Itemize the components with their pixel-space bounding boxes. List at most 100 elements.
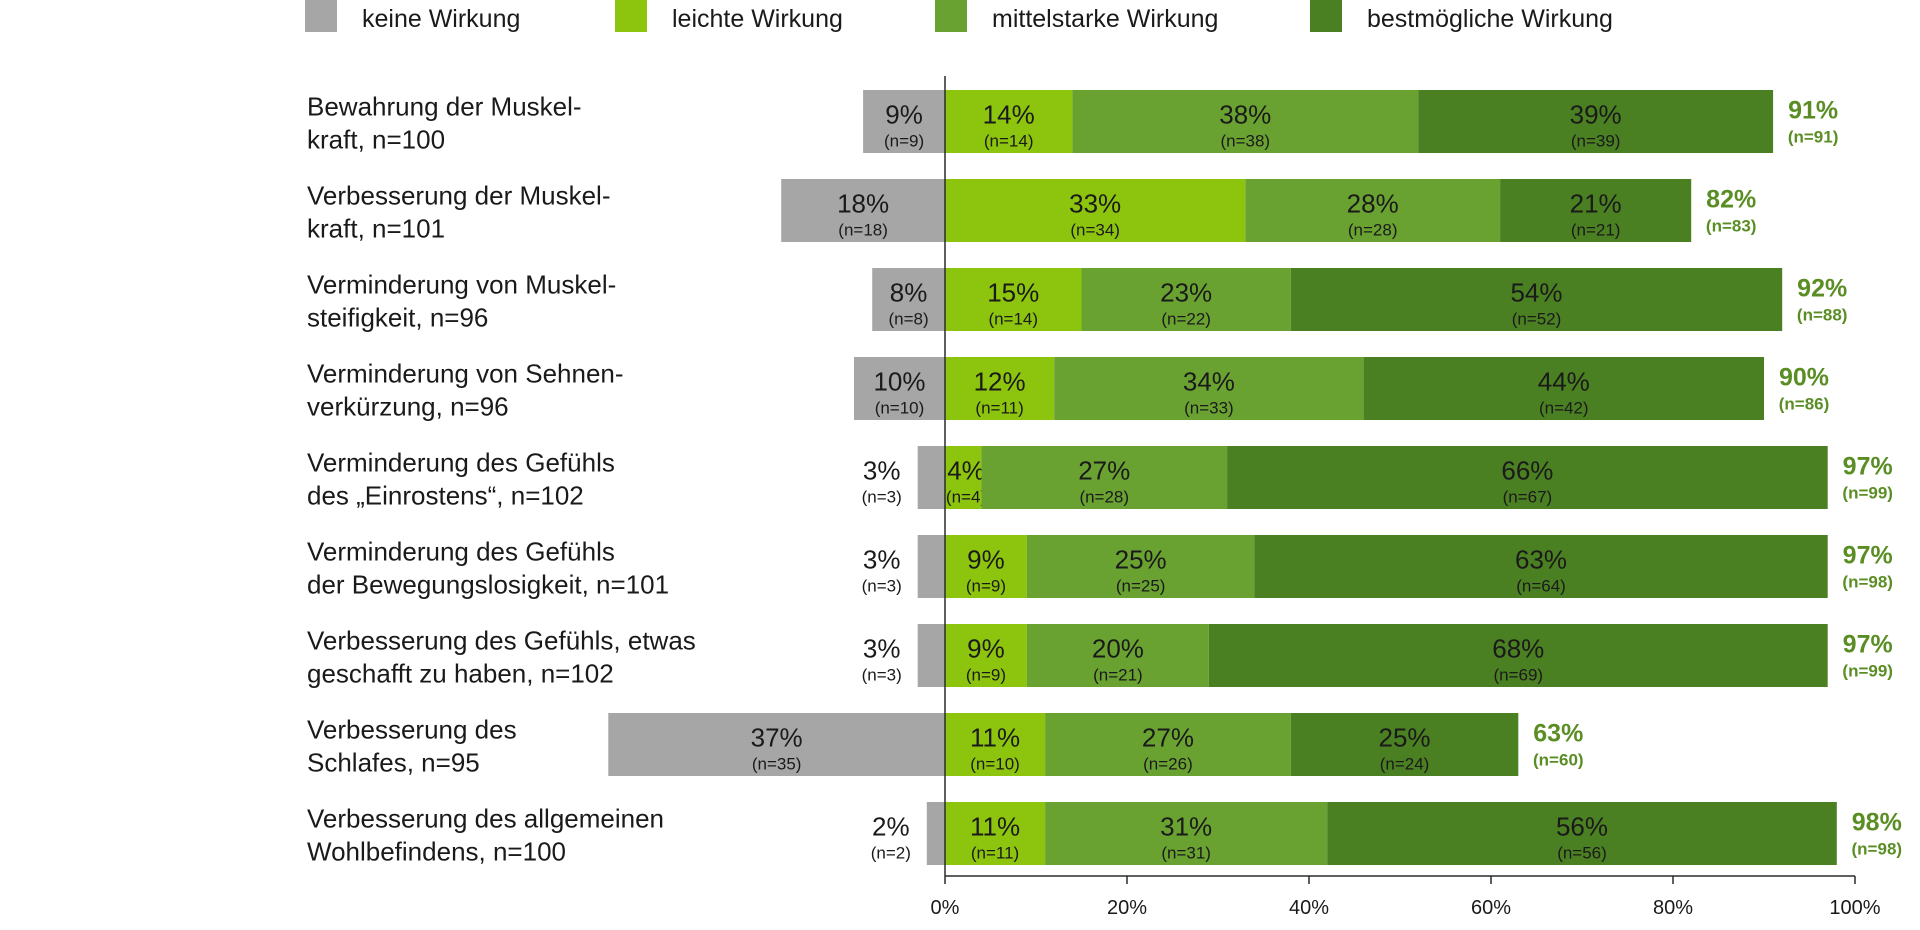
total-n-label: (n=91) [1788, 128, 1839, 147]
total-pct-label: 90% [1779, 364, 1829, 392]
bar-segment [945, 535, 1027, 598]
pct-label: 33% [1069, 189, 1121, 219]
n-label: (n=56) [1557, 844, 1607, 863]
pct-label: 39% [1570, 100, 1622, 130]
legend-label: keine Wirkung [362, 5, 520, 33]
n-label: (n=3) [862, 488, 902, 507]
n-label: (n=8) [889, 310, 929, 329]
pct-label: 4% [947, 456, 985, 486]
bar-segment [1245, 179, 1501, 242]
total-n-label: (n=99) [1842, 662, 1893, 681]
n-label: (n=11) [971, 844, 1019, 863]
bar-segment-keine-wirkung [926, 802, 945, 865]
n-label: (n=64) [1516, 577, 1566, 596]
category-label: kraft, n=100 [307, 125, 445, 155]
bar-segment [945, 802, 1046, 865]
x-tick-label: 80% [1653, 897, 1693, 919]
n-label: (n=11) [975, 399, 1023, 418]
pct-label: 10% [873, 367, 925, 397]
pct-label: 21% [1570, 189, 1622, 219]
n-label: (n=26) [1143, 755, 1193, 774]
pct-label: 3% [863, 634, 901, 664]
total-pct-label: 82% [1706, 186, 1756, 214]
n-label: (n=14) [984, 132, 1034, 151]
bar-segment [945, 179, 1246, 242]
legend-label: bestmögliche Wirkung [1367, 5, 1613, 33]
total-n-label: (n=88) [1797, 306, 1848, 325]
total-n-label: (n=86) [1779, 395, 1830, 414]
n-label: (n=10) [970, 755, 1020, 774]
n-label: (n=9) [966, 577, 1006, 596]
pct-label: 66% [1501, 456, 1553, 486]
pct-label: 11% [970, 812, 1020, 842]
pct-label: 11% [970, 723, 1020, 753]
n-label: (n=22) [1161, 310, 1211, 329]
bar-segment [1227, 446, 1828, 509]
bar-segment-keine-wirkung [872, 268, 945, 331]
category-label: Verminderung des Gefühls [307, 448, 615, 478]
pct-label: 18% [837, 189, 889, 219]
category-label: Verbesserung des allgemeinen [307, 804, 664, 834]
pct-label: 44% [1538, 367, 1590, 397]
pct-label: 25% [1115, 545, 1167, 575]
n-label: (n=28) [1079, 488, 1129, 507]
n-label: (n=24) [1380, 755, 1430, 774]
category-label: Verbesserung des Gefühls, etwas [307, 626, 696, 656]
bar-segment [1054, 357, 1364, 420]
pct-label: 31% [1160, 812, 1212, 842]
pct-label: 27% [1142, 723, 1194, 753]
pct-label: 63% [1515, 545, 1567, 575]
total-n-label: (n=98) [1852, 840, 1903, 859]
category-label: Schlafes, n=95 [307, 748, 480, 778]
bar-segment [945, 90, 1073, 153]
n-label: (n=10) [875, 399, 925, 418]
bar-segment [1072, 90, 1419, 153]
total-pct-label: 92% [1797, 275, 1847, 303]
bar-segment-keine-wirkung [608, 713, 945, 776]
category-label: verkürzung, n=96 [307, 392, 509, 422]
n-label: (n=34) [1070, 221, 1120, 240]
pct-label: 3% [863, 545, 901, 575]
category-label: steifigkeit, n=96 [307, 303, 488, 333]
n-label: (n=3) [862, 666, 902, 685]
pct-label: 56% [1556, 812, 1608, 842]
pct-label: 68% [1492, 634, 1544, 664]
total-pct-label: 97% [1843, 453, 1893, 481]
n-label: (n=39) [1571, 132, 1621, 151]
total-pct-label: 98% [1852, 809, 1902, 837]
pct-label: 34% [1183, 367, 1235, 397]
n-label: (n=42) [1539, 399, 1589, 418]
legend-swatch [615, 0, 647, 32]
pct-label: 2% [872, 812, 910, 842]
total-pct-label: 91% [1788, 97, 1838, 125]
bar-segment-keine-wirkung [863, 90, 945, 153]
n-label: (n=38) [1220, 132, 1270, 151]
x-tick-label: 40% [1289, 897, 1329, 919]
legend-swatch [935, 0, 967, 32]
n-label: (n=52) [1512, 310, 1562, 329]
legend-swatch [305, 0, 337, 32]
x-tick-label: 0% [931, 897, 960, 919]
n-label: (n=67) [1503, 488, 1553, 507]
bar-segment [945, 713, 1046, 776]
total-pct-label: 97% [1843, 542, 1893, 570]
category-label: Verminderung des Gefühls [307, 537, 615, 567]
n-label: (n=3) [862, 577, 902, 596]
bar-segment [1290, 713, 1519, 776]
n-label: (n=28) [1348, 221, 1398, 240]
category-label: Wohlbefindens, n=100 [307, 837, 566, 867]
n-label: (n=31) [1161, 844, 1211, 863]
bar-segment-keine-wirkung [917, 446, 945, 509]
bar-segment [1418, 90, 1774, 153]
bar-segment [981, 446, 1228, 509]
pct-label: 12% [974, 367, 1026, 397]
bar-segment [945, 446, 982, 509]
pct-label: 3% [863, 456, 901, 486]
bar-segment [945, 357, 1055, 420]
n-label: (n=14) [988, 310, 1038, 329]
x-tick-label: 60% [1471, 897, 1511, 919]
bar-segment [1290, 268, 1783, 331]
legend-swatch [1310, 0, 1342, 32]
bar-segment-keine-wirkung [917, 535, 945, 598]
